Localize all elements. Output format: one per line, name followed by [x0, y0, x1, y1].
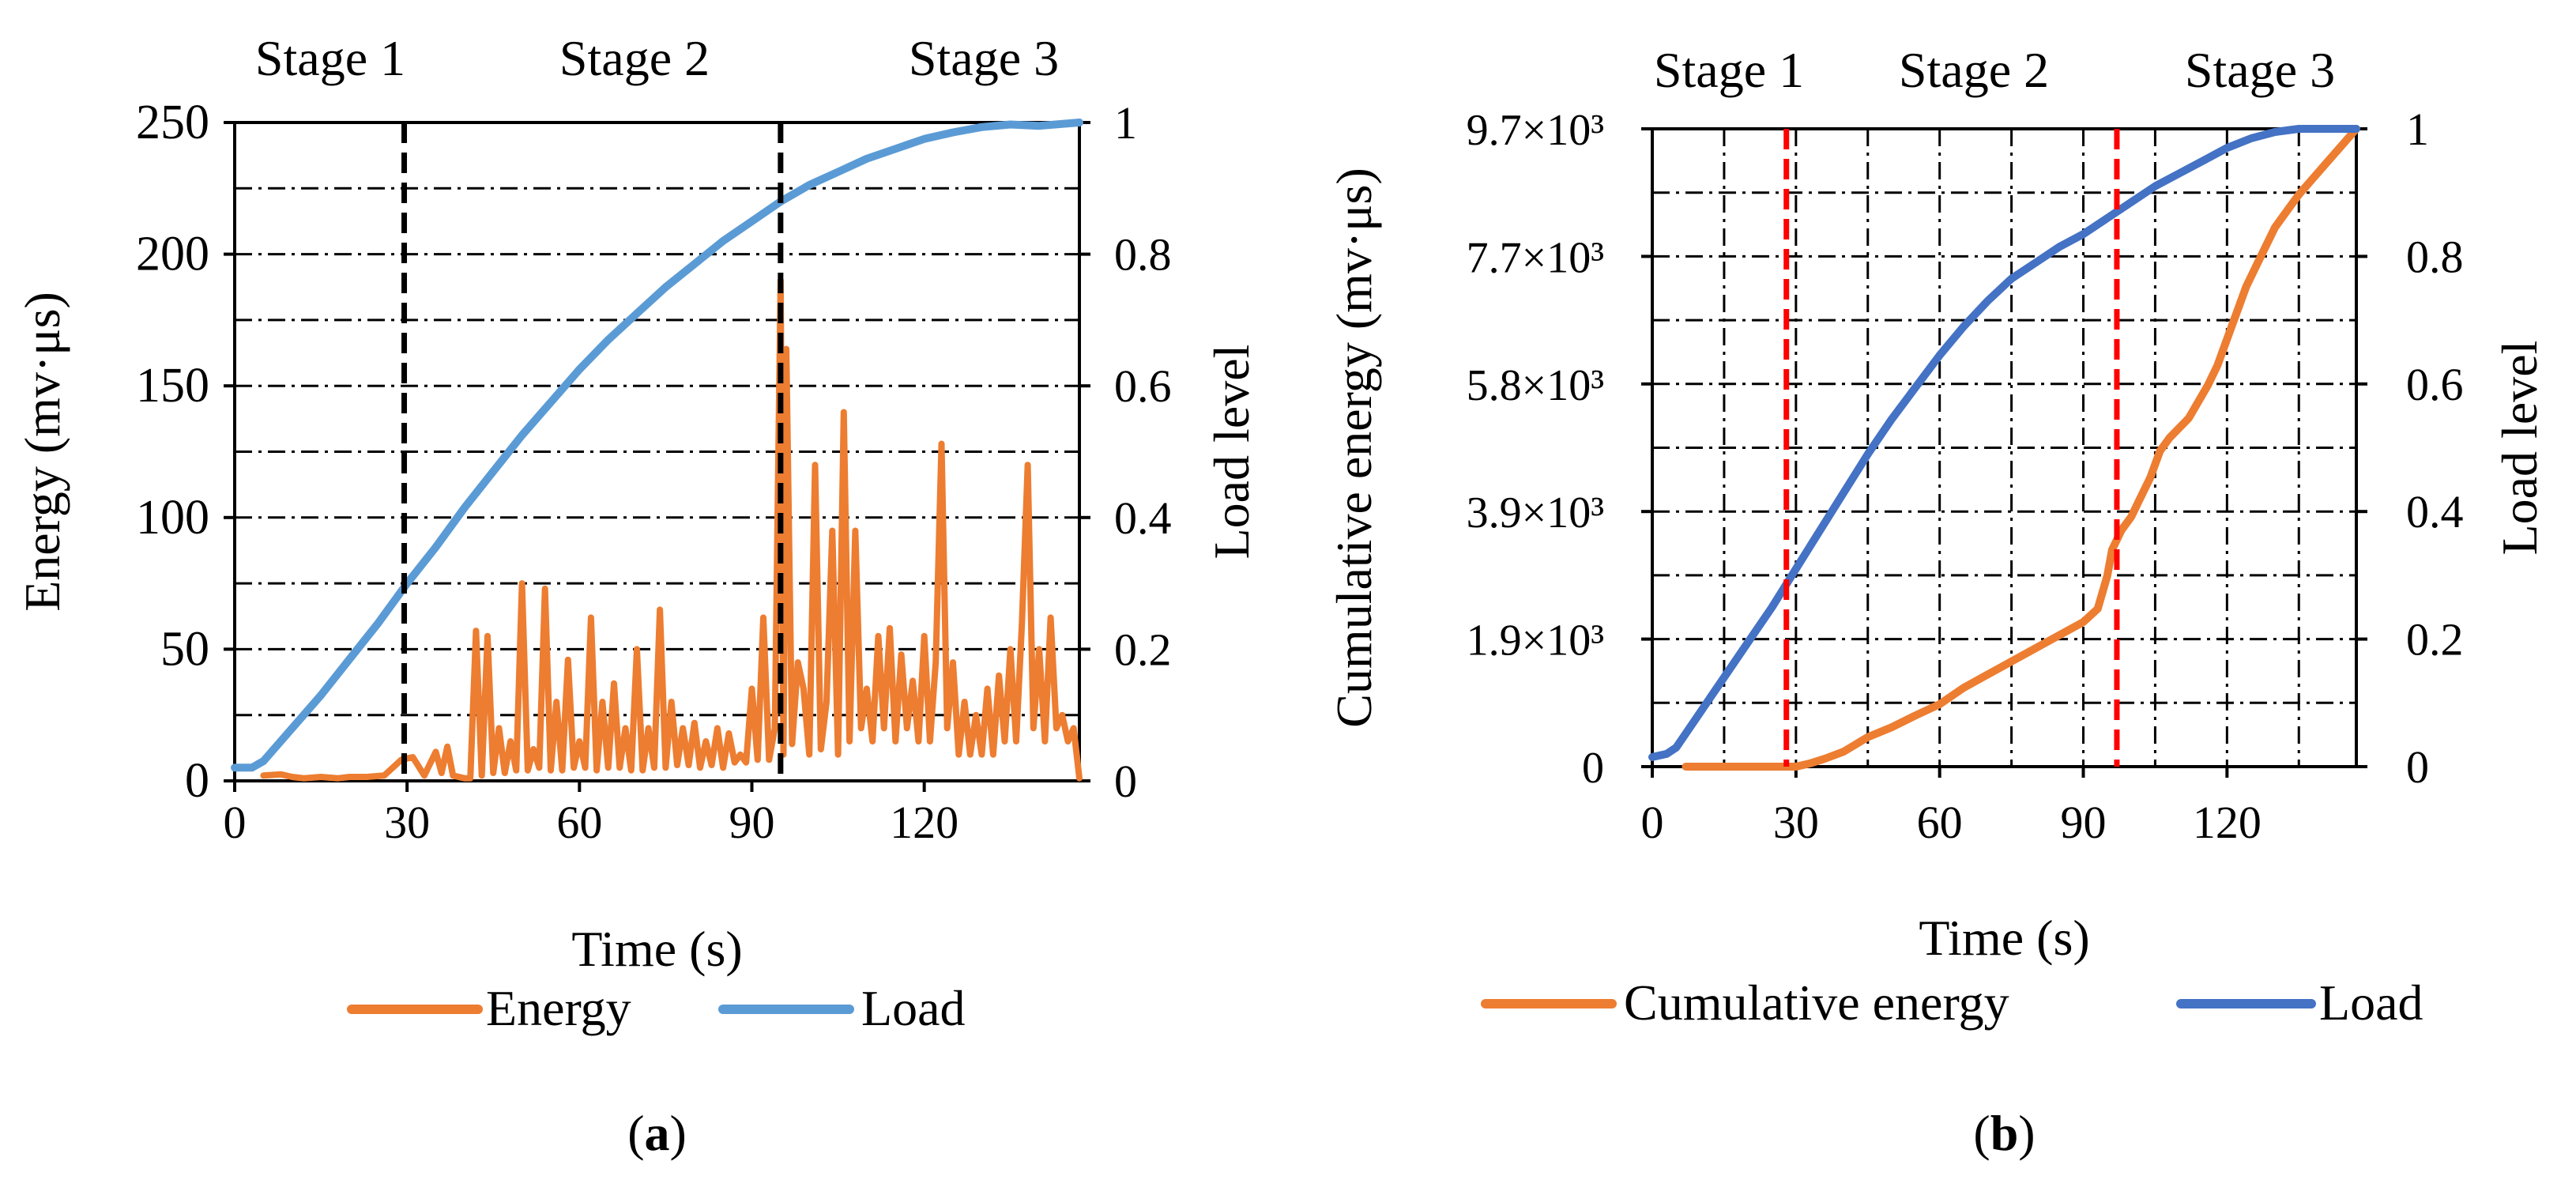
stage-label: Stage 1	[1654, 42, 1804, 98]
y2-axis-title: Load level	[1203, 345, 1260, 560]
y-tick-label: 1.9×10³	[1467, 616, 1604, 665]
y-axis-title: Energy (mv·μs)	[14, 292, 70, 612]
y-axis-title: Cumulative energy (mv·μs)	[1326, 168, 1382, 728]
y-tick-label: 250	[136, 96, 209, 149]
y2-tick-label: 0.2	[2406, 614, 2464, 665]
x-tick-label: 120	[890, 797, 958, 848]
x-tick-label: 60	[1917, 797, 1963, 848]
stage-label: Stage 1	[255, 30, 405, 86]
panel-label-close: )	[2018, 1105, 2035, 1161]
y2-tick-label: 1	[2406, 104, 2429, 155]
y2-axis-title: Load level	[2491, 341, 2548, 556]
y-tick-label: 9.7×10³	[1467, 106, 1604, 155]
legend-label: Load	[2319, 975, 2423, 1031]
series-line-energy	[260, 277, 1083, 782]
y-tick-label: 5.8×10³	[1467, 361, 1604, 410]
x-tick-label: 0	[224, 797, 247, 848]
grid	[1652, 129, 2356, 767]
y2-tick-label: 0	[2406, 741, 2429, 793]
x-tick-label: 60	[556, 797, 602, 848]
stage-label: Stage 2	[1899, 42, 2049, 98]
y2-tick-label: 0.6	[2406, 359, 2464, 410]
y-tick-label: 3.9×10³	[1467, 488, 1604, 537]
legend-label: Cumulative energy	[1624, 975, 2009, 1031]
panel-label-letter: b	[1990, 1105, 2019, 1161]
plot-frame	[233, 121, 1081, 782]
y2-tick-label: 0.2	[1114, 624, 1172, 675]
series-line-load	[1648, 125, 2360, 761]
y2-tick-label: 0.4	[2406, 486, 2464, 537]
plot-frame	[1651, 127, 2358, 768]
y2-tick-label: 0.8	[2406, 231, 2464, 282]
x-axis-title: Time (s)	[1919, 910, 2089, 966]
y2-tick-label: 0.4	[1114, 492, 1172, 544]
y-tick-label: 0	[1582, 744, 1604, 793]
panel-label-letter: a	[645, 1105, 670, 1161]
y2-tick-label: 0.8	[1114, 229, 1172, 281]
y2-tick-label: 0	[1114, 756, 1137, 807]
series-line-cumulative-energy	[1682, 125, 2360, 771]
y-tick-label: 50	[160, 622, 209, 676]
chart-panel-a: 0 30 60 90 120 0 50 100 150 200 250 0 0.2 0.4 0.6 0.8 1 S…	[14, 30, 1260, 1161]
y-tick-label: 100	[136, 491, 209, 545]
panel-label: (a)	[627, 1105, 687, 1161]
panel-label-close: )	[670, 1105, 687, 1161]
stage-label: Stage 3	[2185, 42, 2335, 98]
panel-label-open: (	[627, 1105, 644, 1161]
y2-tick-label: 0.6	[1114, 360, 1172, 412]
x-axis-title: Time (s)	[571, 921, 742, 977]
y-tick-label: 0	[185, 754, 209, 808]
panel-label-open: (	[1973, 1105, 1990, 1161]
stage-label: Stage 3	[909, 30, 1059, 86]
x-tick-label: 30	[1773, 797, 1819, 848]
y-tick-label: 150	[136, 359, 209, 413]
y-tick-label: 7.7×10³	[1467, 233, 1604, 282]
stage-label: Stage 2	[559, 30, 710, 86]
chart-panel-b: 0 30 60 90 120 0 1.9×10³ 3.9×10³ 5.8×10³ 7.7×10³ 9…	[1326, 42, 2548, 1161]
x-tick-label: 0	[1641, 797, 1664, 848]
legend-label: Energy	[486, 980, 631, 1036]
grid	[235, 187, 1079, 717]
x-tick-label: 90	[729, 797, 774, 848]
y2-tick-label: 1	[1114, 97, 1137, 149]
x-tick-label: 90	[2061, 797, 2107, 848]
y-tick-label: 200	[136, 228, 209, 281]
x-tick-label: 30	[384, 797, 430, 848]
legend-label: Load	[861, 980, 966, 1036]
panel-label: (b)	[1973, 1105, 2035, 1161]
x-tick-label: 120	[2193, 797, 2262, 848]
series-line-load	[231, 119, 1083, 772]
